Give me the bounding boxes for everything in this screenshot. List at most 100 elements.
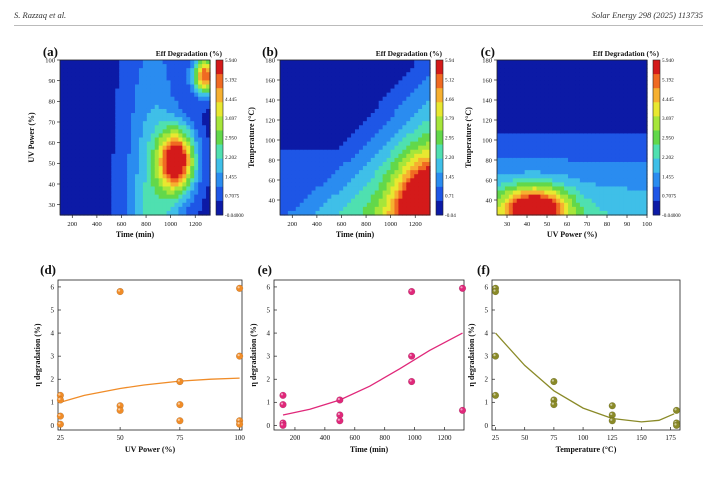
contour-cell: [115, 202, 120, 208]
contour-cell: [378, 84, 384, 90]
contour-cell: [402, 157, 407, 163]
contour-cell: [150, 76, 156, 81]
contour-cell: [426, 100, 431, 106]
colorbar-segment: [216, 172, 223, 188]
contour-cell: [426, 108, 431, 114]
contour-cell: [572, 141, 577, 147]
contour-cell: [287, 157, 293, 163]
contour-cell: [544, 60, 549, 65]
contour-cell: [575, 129, 581, 135]
contour-cell: [146, 206, 152, 212]
contour-cell: [287, 60, 293, 65]
contour-cell: [583, 182, 589, 188]
x-axis-title: Time (min): [116, 230, 155, 239]
contour-cell: [631, 117, 636, 122]
contour-cell: [154, 190, 160, 196]
contour-cell: [382, 117, 388, 122]
contour-cell: [394, 129, 400, 135]
contour-cell: [386, 210, 392, 216]
colorbar-segment: [436, 200, 443, 216]
contour-cell: [162, 157, 168, 163]
contour-cell: [283, 113, 289, 118]
colorbar-segment: [436, 74, 443, 89]
contour-cell: [99, 194, 105, 200]
contour-cell: [202, 117, 207, 122]
colorbar-tick-label: 0.7075: [662, 194, 677, 200]
contour-cell: [103, 100, 108, 106]
contour-cell: [627, 84, 632, 90]
contour-cell: [520, 198, 526, 204]
contour-cell: [575, 64, 581, 69]
contour-cell: [138, 129, 144, 135]
contour-cell: [335, 88, 340, 94]
contour-cell: [339, 145, 344, 151]
contour-cell: [146, 129, 152, 135]
contour-cell: [512, 117, 518, 122]
contour-cell: [532, 190, 538, 196]
contour-cell: [299, 121, 305, 126]
contour-cell: [410, 141, 415, 147]
contour-cell: [347, 113, 352, 118]
contour-cell: [202, 149, 207, 155]
contour-cell: [135, 68, 140, 73]
contour-cell: [174, 194, 180, 200]
contour-cell: [556, 72, 561, 77]
contour-cell: [374, 129, 380, 135]
x-axis-title: UV Power (%): [125, 445, 176, 454]
contour-cell: [587, 60, 593, 65]
y-tick-label: 60: [486, 177, 493, 184]
contour-cell: [568, 76, 573, 81]
contour-cell: [111, 88, 116, 94]
contour-cell: [635, 96, 640, 102]
contour-cell: [587, 174, 593, 179]
contour-cell: [639, 76, 644, 81]
contour-cell: [575, 72, 581, 77]
contour-cell: [63, 64, 69, 69]
contour-cell: [170, 113, 176, 118]
contour-cell: [406, 161, 411, 167]
contour-cell: [166, 194, 172, 200]
contour-cell: [150, 141, 156, 147]
contour-cell: [402, 161, 407, 167]
contour-cell: [524, 100, 530, 106]
contour-cell: [631, 64, 636, 69]
contour-cell: [123, 64, 128, 69]
contour-cell: [323, 161, 328, 167]
contour-cell: [115, 80, 120, 86]
contour-cell: [603, 170, 609, 175]
contour-cell: [178, 117, 183, 122]
contour-cell: [568, 174, 573, 179]
contour-cell: [107, 129, 112, 135]
contour-cell: [111, 60, 116, 65]
contour-cell: [71, 182, 77, 188]
contour-cell: [358, 60, 364, 65]
contour-cell: [194, 68, 199, 73]
contour-cell: [394, 170, 400, 175]
contour-cell: [414, 141, 419, 147]
contour-cell: [158, 60, 164, 65]
contour-cell: [406, 190, 411, 196]
contour-cell: [295, 129, 301, 135]
contour-cell: [287, 166, 293, 171]
contour-cell: [170, 210, 176, 216]
contour-cell: [623, 92, 628, 98]
contour-cell: [426, 202, 431, 208]
contour-cell: [627, 88, 632, 94]
contour-cell: [91, 117, 97, 122]
x-tick-label: 30: [504, 221, 511, 228]
contour-cell: [182, 96, 187, 102]
contour-cell: [142, 194, 148, 200]
contour-cell: [303, 182, 309, 188]
contour-cell: [374, 174, 380, 179]
contour-cell: [166, 174, 172, 179]
contour-cell: [398, 129, 403, 135]
contour-cell: [111, 210, 116, 216]
contour-cell: [198, 202, 203, 208]
contour-cell: [587, 202, 593, 208]
contour-cell: [528, 149, 534, 155]
contour-cell: [154, 186, 160, 192]
contour-cell: [182, 129, 187, 135]
contour-cell: [299, 202, 305, 208]
contour-cell: [611, 153, 617, 159]
contour-cell: [331, 76, 336, 81]
